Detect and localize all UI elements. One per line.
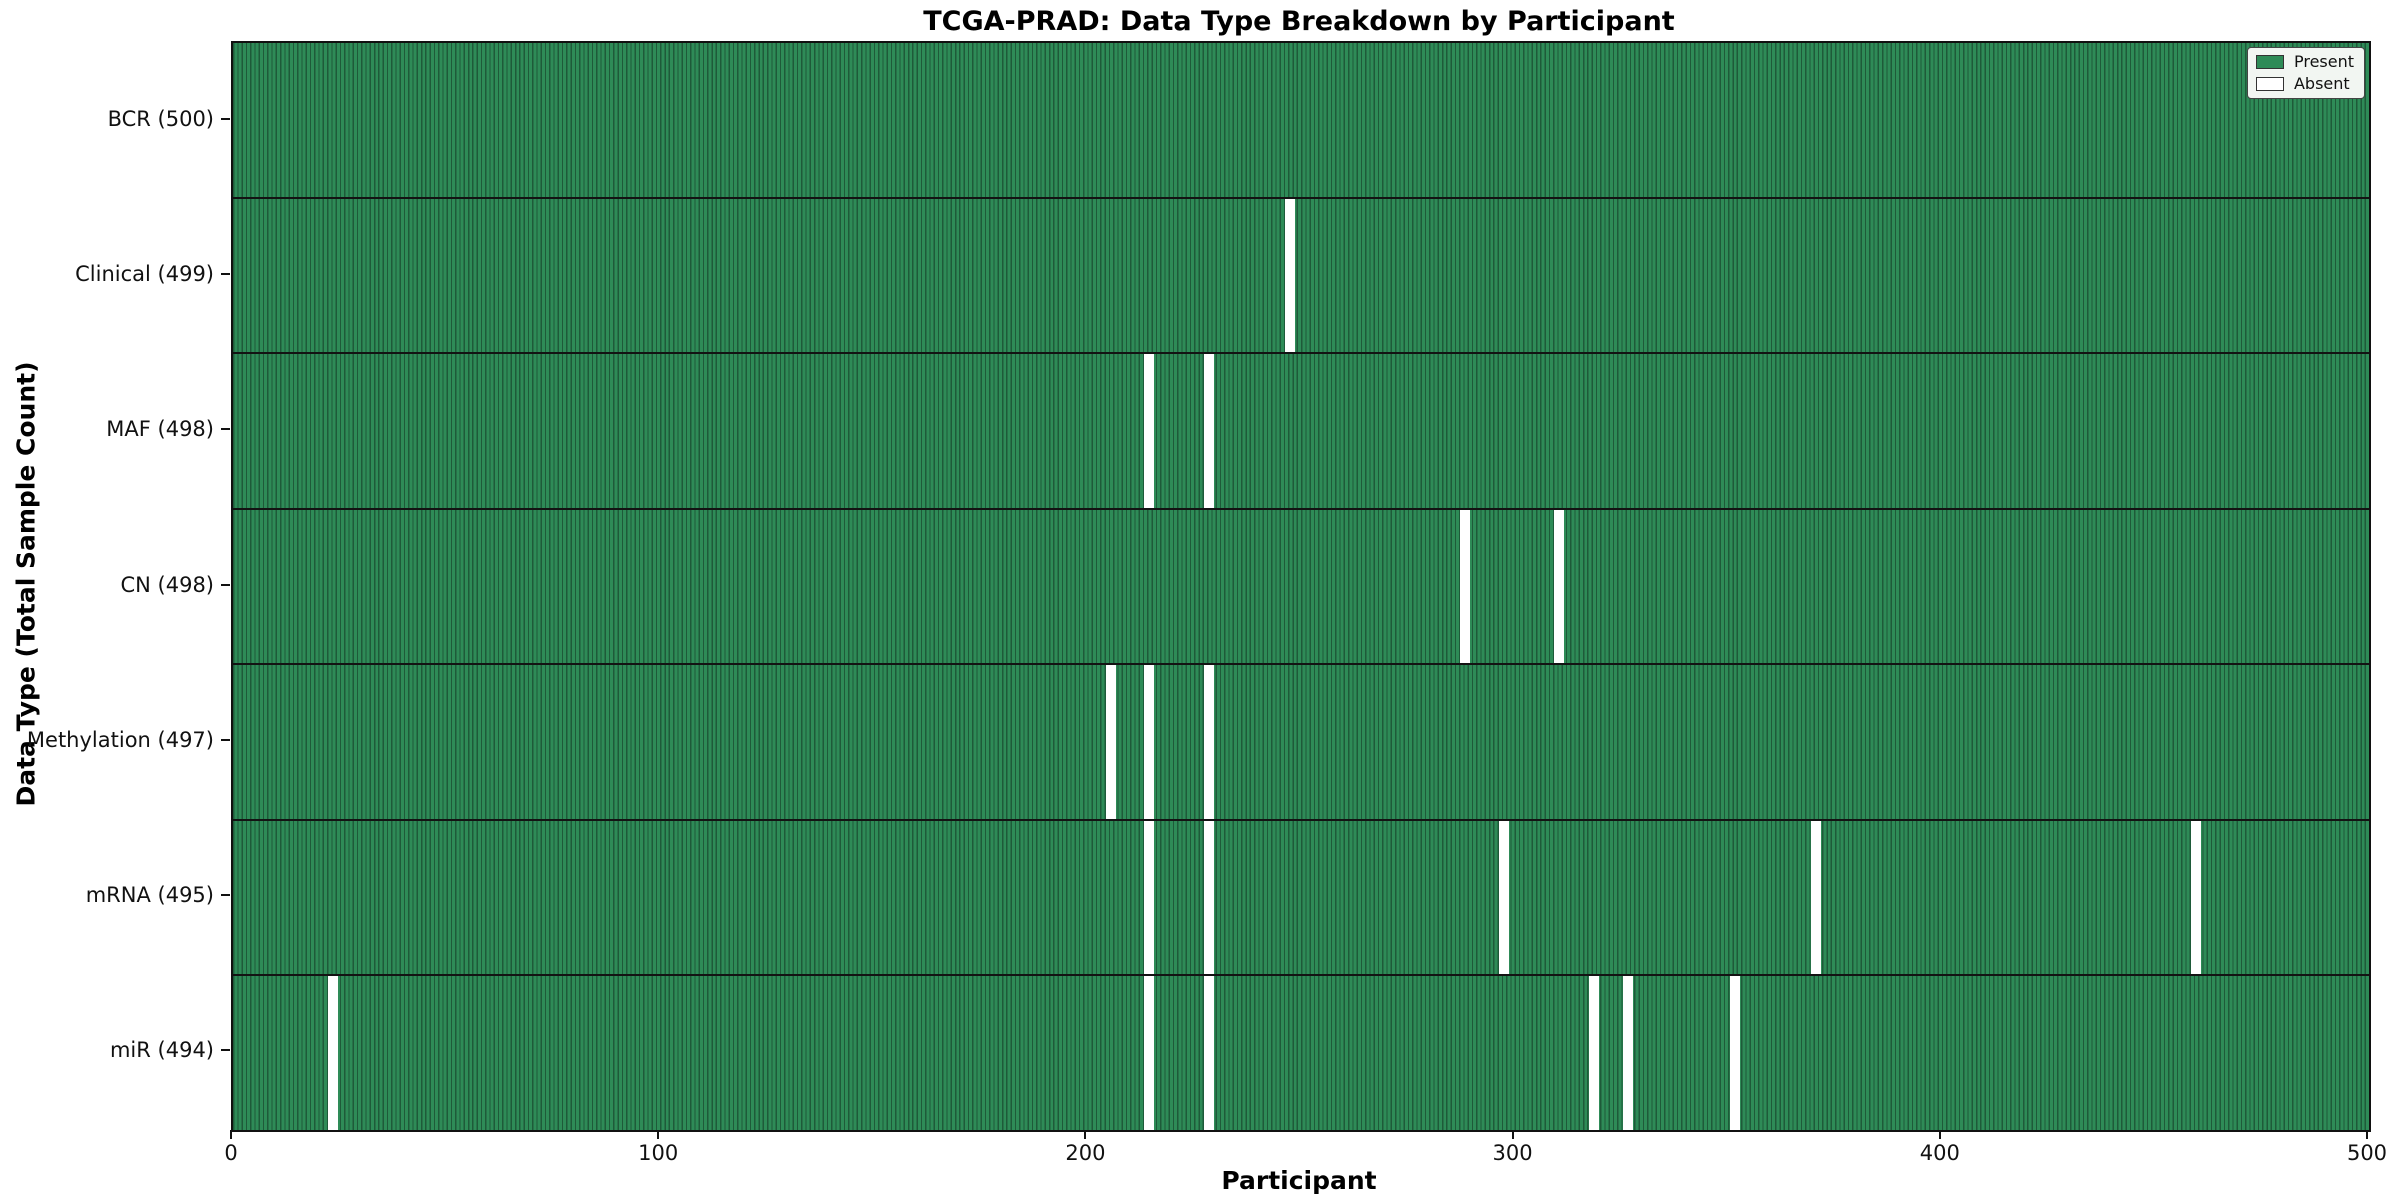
y-tick-mark [221, 428, 230, 431]
y-tick-mark [221, 117, 230, 120]
x-tick-label: 500 [2346, 1141, 2388, 1165]
absent-gap [1285, 198, 1296, 353]
absent-gap [1588, 976, 1599, 1131]
x-axis-title: Participant [1221, 1166, 1377, 1195]
absent-gap [1498, 820, 1509, 975]
y-tick-mark [221, 738, 230, 741]
y-tick-label: MAF (498) [106, 417, 214, 442]
x-tick-mark [230, 1130, 232, 1139]
x-tick-label: 200 [1065, 1141, 1106, 1165]
legend: Present Absent [2246, 47, 2365, 99]
absent-gap [1204, 665, 1215, 819]
y-tick-mark [221, 272, 230, 275]
x-tick-label: 400 [1919, 1141, 1960, 1165]
absent-gap [328, 976, 339, 1131]
absent-gap [1729, 976, 1740, 1131]
x-tick-mark [1938, 1130, 1941, 1139]
absent-gap [1204, 354, 1215, 508]
x-tick-mark [2366, 1130, 2368, 1139]
heatmap-row-clinical [233, 196, 2369, 353]
absent-gap [1810, 820, 1821, 975]
y-tick-label: BCR (500) [107, 106, 214, 131]
absent-gap [1460, 509, 1471, 664]
legend-label-absent: Absent [2293, 74, 2350, 93]
heatmap-row-methylation [233, 663, 2369, 819]
heatmap-row-cn [233, 507, 2369, 664]
heatmap-rows [233, 43, 2369, 1131]
absent-gap [1144, 820, 1155, 975]
legend-entry-absent: Absent [2255, 74, 2354, 93]
x-tick-mark [1511, 1130, 1514, 1139]
plot-area: Present Absent [231, 41, 2371, 1132]
y-tick-label: miR (494) [109, 1038, 214, 1063]
x-tick-mark [1084, 1130, 1087, 1139]
heatmap-row-bcr [233, 43, 2369, 197]
absent-gap [1144, 354, 1155, 508]
heatmap-row-maf [233, 352, 2369, 508]
absent-gap [1554, 509, 1565, 664]
x-tick-mark [657, 1130, 660, 1139]
y-tick-label: Clinical (499) [75, 261, 214, 286]
absent-swatch [2255, 77, 2284, 91]
heatmap-row-mrna [233, 818, 2369, 975]
heatmap-row-mir [233, 974, 2369, 1131]
absent-gap [1144, 665, 1155, 819]
x-tick-label: 100 [638, 1141, 679, 1165]
absent-gap [1204, 820, 1215, 975]
y-tick-label: CN (498) [120, 572, 214, 597]
y-tick-mark [221, 583, 230, 586]
legend-label-present: Present [2293, 52, 2354, 71]
y-tick-mark [221, 1049, 230, 1052]
chart-title: TCGA-PRAD: Data Type Breakdown by Partic… [923, 6, 1675, 37]
y-tick-label: Methylation (497) [26, 727, 214, 752]
x-tick-label: 0 [224, 1141, 238, 1165]
y-tick-mark [221, 894, 230, 897]
absent-gap [1622, 976, 1633, 1131]
x-tick-label: 300 [1492, 1141, 1533, 1165]
present-swatch [2255, 55, 2284, 69]
y-tick-label: mRNA (495) [85, 883, 214, 908]
absent-gap [1105, 665, 1116, 819]
absent-gap [1204, 976, 1215, 1131]
absent-gap [1144, 976, 1155, 1131]
legend-entry-present: Present [2255, 52, 2354, 71]
absent-gap [2190, 820, 2201, 975]
